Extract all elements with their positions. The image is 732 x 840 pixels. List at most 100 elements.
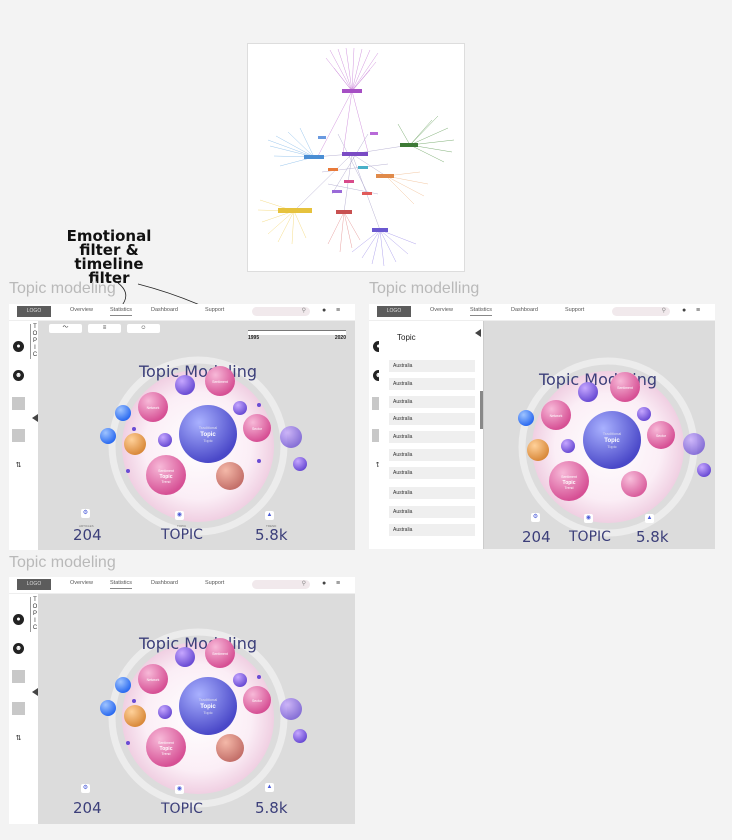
- search-input[interactable]: ⚲: [252, 307, 310, 316]
- nav-statistics[interactable]: Statistics: [470, 307, 493, 316]
- bubble-topic[interactable]: [637, 407, 651, 421]
- bubble-topic[interactable]: [138, 392, 168, 422]
- nav-dashboard[interactable]: Dashboard: [151, 307, 178, 313]
- bubble-topic[interactable]: [115, 677, 131, 693]
- dropdown-item[interactable]: Australia: [389, 487, 475, 499]
- logo[interactable]: LOGO: [377, 306, 411, 317]
- emotion-filter-wave[interactable]: 〜: [49, 324, 82, 333]
- dropdown-item[interactable]: Australia: [389, 360, 475, 372]
- collapse-arrow[interactable]: [32, 688, 38, 696]
- bubble-topic[interactable]: [124, 433, 146, 455]
- bubble-topic[interactable]: [233, 401, 247, 415]
- sidebar-item[interactable]: [12, 397, 25, 410]
- timeline-slider[interactable]: 1995 2020: [248, 330, 346, 341]
- top-navbar: LOGO Overview Statistics Dashboard Suppo…: [9, 304, 355, 321]
- search-input[interactable]: ⚲: [612, 307, 670, 316]
- bubble-topic[interactable]: [205, 366, 235, 396]
- sidebar-item[interactable]: [12, 702, 25, 715]
- dropdown-item[interactable]: Australia: [389, 431, 475, 443]
- timeline-track[interactable]: [248, 330, 346, 335]
- bubble-topic[interactable]: [100, 700, 116, 716]
- bubble-topic[interactable]: [146, 455, 186, 495]
- bubble-topic[interactable]: [578, 382, 598, 402]
- nav-support[interactable]: Support: [205, 307, 225, 313]
- user-icon[interactable]: ●: [682, 307, 687, 314]
- dropdown-item[interactable]: Australia: [389, 413, 475, 425]
- user-icon[interactable]: ●: [322, 307, 327, 314]
- bubble-main-topic[interactable]: [583, 411, 641, 469]
- bubble-topic[interactable]: [518, 410, 534, 426]
- bubble-topic[interactable]: [146, 727, 186, 767]
- bubble-topic[interactable]: [610, 372, 640, 402]
- bubble-main-topic[interactable]: [179, 405, 237, 463]
- collapse-arrow[interactable]: [32, 414, 38, 422]
- bubble-topic[interactable]: [138, 664, 168, 694]
- dropdown-item[interactable]: Australia: [389, 506, 475, 518]
- collapse-arrow[interactable]: [475, 329, 481, 337]
- bubble-topic[interactable]: [124, 705, 146, 727]
- filter-icon[interactable]: ≡: [696, 307, 701, 314]
- bubble-topic[interactable]: [216, 462, 244, 490]
- bubble-topic[interactable]: [697, 463, 711, 477]
- bubble-topic[interactable]: [216, 734, 244, 762]
- bubble-topic[interactable]: [243, 414, 271, 442]
- chat-icon[interactable]: ●: [13, 614, 24, 625]
- bubble-topic[interactable]: [541, 400, 571, 430]
- nav-statistics[interactable]: Statistics: [110, 580, 133, 589]
- emotion-filter-happy[interactable]: ☺: [127, 324, 160, 333]
- swap-icon[interactable]: ⇅: [15, 735, 22, 742]
- dropdown-item[interactable]: Australia: [389, 524, 475, 536]
- topic-dropdown-panel[interactable]: Topic Australia Australia Australia Aust…: [379, 321, 484, 549]
- swap-icon[interactable]: ⇅: [373, 460, 384, 471]
- bubble-topic[interactable]: [175, 647, 195, 667]
- nav-dashboard[interactable]: Dashboard: [151, 580, 178, 586]
- chat-icon[interactable]: ●: [13, 341, 24, 352]
- search-input[interactable]: ⚲: [252, 580, 310, 589]
- nav-overview[interactable]: Overview: [70, 307, 93, 313]
- bubble-topic[interactable]: [175, 375, 195, 395]
- emoji-icon[interactable]: ☻: [13, 370, 24, 381]
- bubble-topic[interactable]: [280, 698, 302, 720]
- emotion-filter-neutral[interactable]: ≡: [88, 324, 121, 333]
- dropdown-scrollbar[interactable]: [480, 391, 483, 429]
- logo[interactable]: LOGO: [17, 579, 51, 590]
- filter-icon[interactable]: ≡: [336, 307, 341, 314]
- bubble-topic[interactable]: [621, 471, 647, 497]
- sidebar-item[interactable]: [12, 670, 25, 683]
- bubble-topic[interactable]: [647, 421, 675, 449]
- nav-dashboard[interactable]: Dashboard: [511, 307, 538, 313]
- logo[interactable]: LOGO: [17, 306, 51, 317]
- nav-statistics[interactable]: Statistics: [110, 307, 133, 316]
- bubble-topic[interactable]: [280, 426, 302, 448]
- bubble-topic[interactable]: [549, 461, 589, 501]
- nav-overview[interactable]: Overview: [430, 307, 453, 313]
- bubble-topic[interactable]: [233, 673, 247, 687]
- chat-icon[interactable]: ●: [373, 341, 384, 352]
- bubble-topic[interactable]: [158, 705, 172, 719]
- bubble-topic[interactable]: [527, 439, 549, 461]
- nav-support[interactable]: Support: [565, 307, 585, 313]
- emoji-icon[interactable]: ☻: [373, 370, 384, 381]
- bubble-topic[interactable]: [100, 428, 116, 444]
- bubble-topic[interactable]: [243, 686, 271, 714]
- dropdown-item[interactable]: Australia: [389, 396, 475, 408]
- bubble-topic[interactable]: [683, 433, 705, 455]
- filter-icon[interactable]: ≡: [336, 580, 341, 587]
- dropdown-item[interactable]: Australia: [389, 467, 475, 479]
- dropdown-item[interactable]: Australia: [389, 378, 475, 390]
- dropdown-item[interactable]: Australia: [389, 449, 475, 461]
- bubble-topic[interactable]: [561, 439, 575, 453]
- bubble-topic[interactable]: [115, 405, 131, 421]
- bubble-topic[interactable]: [293, 457, 307, 471]
- bubble-topic[interactable]: [158, 433, 172, 447]
- user-icon[interactable]: ●: [322, 580, 327, 587]
- sidebar-item[interactable]: [12, 429, 25, 442]
- bubble-topic[interactable]: [205, 638, 235, 668]
- bubble-main-topic[interactable]: [179, 677, 237, 735]
- swap-icon[interactable]: ⇅: [15, 462, 22, 469]
- annotation-line: Emotional: [66, 227, 152, 245]
- nav-overview[interactable]: Overview: [70, 580, 93, 586]
- nav-support[interactable]: Support: [205, 580, 225, 586]
- bubble-topic[interactable]: [293, 729, 307, 743]
- emoji-icon[interactable]: ☻: [13, 643, 24, 654]
